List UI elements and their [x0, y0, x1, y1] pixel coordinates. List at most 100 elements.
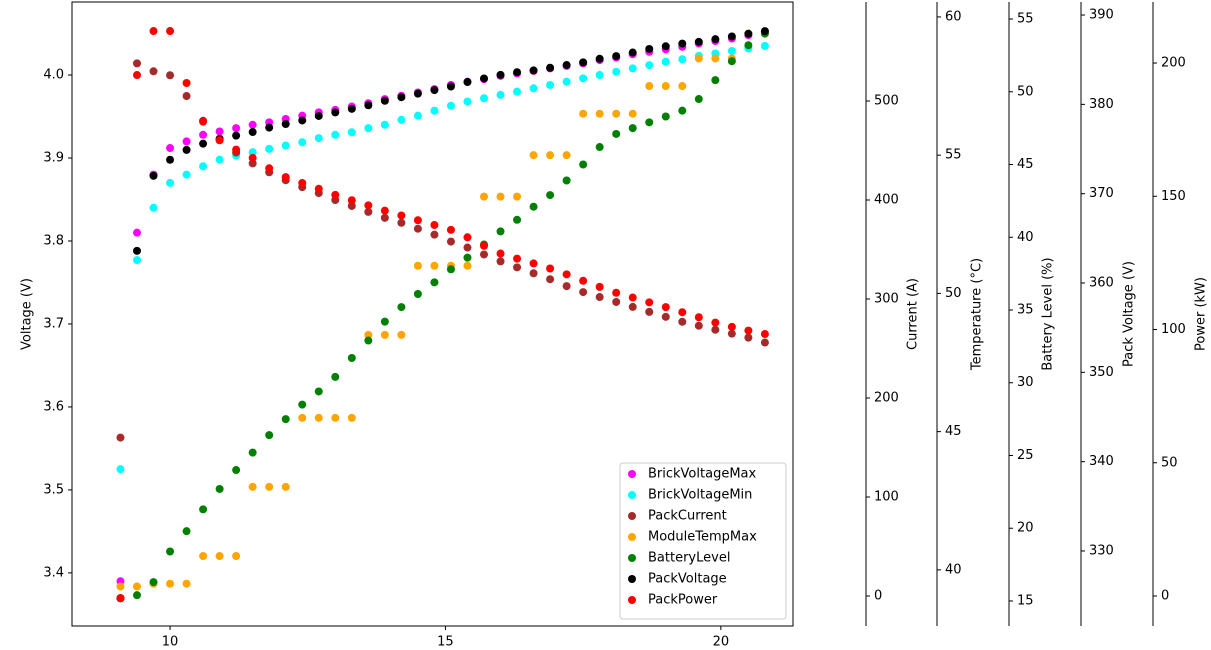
- data-point: [529, 84, 538, 93]
- data-point: [380, 317, 389, 326]
- legend-marker: [628, 470, 636, 478]
- data-point: [529, 66, 538, 75]
- data-point: [364, 124, 373, 133]
- data-point: [166, 178, 175, 187]
- y-tick-label: 300: [874, 292, 899, 307]
- data-point: [132, 71, 141, 80]
- data-point: [727, 329, 736, 338]
- data-point: [546, 191, 555, 200]
- data-point: [628, 293, 637, 302]
- data-point: [711, 318, 720, 327]
- y-tick-label: 40: [1017, 230, 1034, 245]
- y-tick-label: 350: [1089, 365, 1114, 380]
- data-point: [281, 482, 290, 491]
- data-point: [678, 106, 687, 115]
- y-tick-label: 0: [874, 589, 882, 604]
- data-point: [546, 63, 555, 72]
- y-tick-label: 35: [1017, 302, 1034, 317]
- data-point: [463, 243, 472, 252]
- data-point: [513, 192, 522, 201]
- data-point: [132, 256, 141, 265]
- data-point: [727, 322, 736, 331]
- data-point: [314, 413, 323, 422]
- data-point: [661, 303, 670, 312]
- data-point: [166, 579, 175, 588]
- data-point: [612, 288, 621, 297]
- data-point: [232, 124, 241, 133]
- data-point: [446, 82, 455, 91]
- data-point: [744, 41, 753, 50]
- plot-frame: [71, 1, 794, 627]
- data-point: [760, 338, 769, 347]
- data-point: [199, 130, 208, 139]
- y-tick-label: 20: [1017, 521, 1034, 536]
- data-point: [298, 400, 307, 409]
- data-point: [364, 336, 373, 345]
- y-tick-label: 390: [1089, 8, 1114, 23]
- y-tick-label: 200: [874, 391, 899, 406]
- data-point: [380, 213, 389, 222]
- data-point: [281, 173, 290, 182]
- data-point: [215, 484, 224, 493]
- data-point: [364, 201, 373, 210]
- data-point: [347, 196, 356, 205]
- data-point: [166, 71, 175, 80]
- x-tick-label: 15: [437, 635, 454, 650]
- data-point: [149, 67, 158, 76]
- data-point: [678, 55, 687, 64]
- y-tick-label: 50: [945, 286, 962, 301]
- legend-label: PackVoltage: [648, 572, 727, 587]
- data-point: [579, 288, 588, 297]
- data-point: [298, 413, 307, 422]
- data-point: [711, 35, 720, 44]
- data-point: [413, 216, 422, 225]
- data-point: [116, 433, 125, 442]
- data-point: [661, 42, 670, 51]
- data-point: [380, 120, 389, 129]
- data-point: [678, 82, 687, 91]
- data-point: [298, 178, 307, 187]
- y-tick-label: 500: [874, 94, 899, 109]
- data-point: [132, 59, 141, 68]
- data-point: [496, 70, 505, 79]
- data-point: [248, 448, 257, 457]
- data-point: [380, 330, 389, 339]
- data-point: [480, 94, 488, 103]
- data-point: [215, 136, 224, 145]
- data-point: [760, 330, 769, 339]
- data-point: [182, 92, 191, 101]
- data-point: [628, 109, 637, 118]
- data-point: [678, 39, 687, 48]
- data-point: [480, 250, 488, 259]
- data-point: [463, 253, 472, 262]
- data-point: [331, 372, 340, 381]
- data-point: [430, 221, 439, 230]
- data-point: [132, 582, 141, 591]
- y-tick-label: 330: [1089, 543, 1114, 558]
- data-point: [661, 57, 670, 66]
- data-point: [760, 41, 769, 50]
- y-tick-label: 3.5: [43, 482, 64, 497]
- data-point: [694, 313, 703, 322]
- data-point: [628, 302, 637, 311]
- data-point: [529, 151, 538, 160]
- y-tick-label: 3.6: [43, 399, 64, 414]
- data-point: [744, 326, 753, 335]
- data-point: [645, 307, 654, 316]
- data-point: [166, 27, 175, 36]
- data-point: [645, 61, 654, 70]
- y-tick-label: 100: [1161, 322, 1186, 337]
- data-point: [744, 333, 753, 342]
- data-point: [612, 129, 621, 138]
- data-point: [132, 246, 141, 255]
- axis-label: Power (kW): [1194, 277, 1209, 351]
- data-point: [331, 413, 340, 422]
- data-point: [430, 230, 439, 239]
- data-point: [579, 109, 588, 118]
- data-point: [480, 241, 488, 250]
- y-tick-label: 3.8: [43, 233, 64, 248]
- legend-label: PackCurrent: [648, 509, 727, 524]
- data-point: [661, 312, 670, 321]
- data-point: [513, 87, 522, 96]
